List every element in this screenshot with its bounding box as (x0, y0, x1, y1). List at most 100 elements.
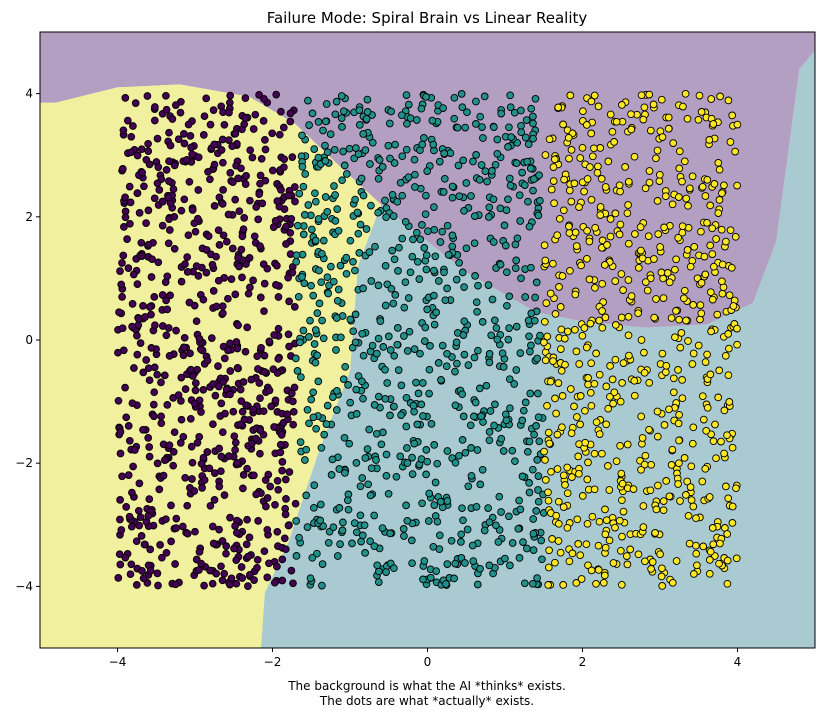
point-class-0 (170, 244, 179, 253)
point-class-2 (574, 540, 583, 548)
point-class-2 (583, 226, 591, 235)
point-class-1 (399, 525, 408, 533)
point-class-2 (619, 359, 628, 367)
point-class-0 (243, 464, 251, 473)
point-class-1 (408, 470, 417, 478)
point-class-2 (680, 286, 689, 295)
point-class-1 (388, 246, 397, 255)
point-class-0 (186, 414, 195, 423)
point-class-0 (203, 448, 212, 456)
point-class-2 (551, 310, 560, 318)
point-class-0 (162, 166, 171, 174)
point-class-0 (183, 501, 192, 510)
point-class-0 (136, 513, 145, 522)
point-class-2 (564, 133, 573, 142)
point-class-1 (441, 296, 450, 305)
point-class-0 (266, 482, 275, 491)
point-class-2 (575, 203, 583, 211)
x-tick-label: 4 (734, 655, 742, 669)
point-class-0 (157, 419, 166, 428)
point-class-0 (122, 413, 131, 422)
point-class-0 (239, 225, 248, 234)
point-class-2 (657, 268, 666, 277)
point-class-1 (504, 335, 513, 344)
point-class-0 (221, 409, 229, 418)
point-class-0 (278, 466, 286, 475)
point-class-0 (130, 364, 138, 372)
point-class-2 (543, 401, 551, 410)
point-class-2 (630, 152, 639, 161)
point-class-2 (689, 502, 698, 511)
point-class-1 (455, 451, 463, 460)
point-class-2 (584, 374, 592, 382)
point-class-1 (473, 307, 481, 316)
point-class-0 (260, 547, 269, 556)
point-class-2 (675, 436, 683, 445)
point-class-2 (550, 199, 558, 208)
point-class-1 (342, 253, 351, 262)
point-class-1 (476, 112, 485, 121)
point-class-1 (321, 193, 330, 201)
point-class-0 (121, 94, 130, 102)
point-class-2 (724, 330, 733, 338)
point-class-2 (637, 412, 646, 421)
point-class-0 (252, 434, 260, 443)
point-class-1 (416, 349, 424, 358)
point-class-1 (303, 523, 312, 531)
point-class-0 (138, 168, 147, 177)
point-class-2 (563, 327, 572, 336)
point-class-1 (530, 430, 538, 439)
point-class-0 (133, 331, 141, 340)
point-class-0 (256, 293, 265, 302)
point-class-2 (616, 220, 625, 229)
point-class-1 (317, 443, 326, 452)
point-class-2 (590, 91, 599, 100)
point-class-0 (277, 431, 286, 439)
point-class-2 (579, 107, 587, 116)
y-tick-label: 2 (25, 210, 33, 224)
point-class-1 (315, 266, 323, 275)
point-class-2 (587, 195, 596, 204)
point-class-1 (430, 291, 438, 300)
point-class-2 (645, 178, 654, 187)
point-class-1 (515, 496, 523, 505)
point-class-1 (490, 316, 499, 325)
point-class-0 (225, 108, 233, 117)
point-class-2 (660, 223, 668, 232)
point-class-0 (214, 382, 223, 391)
point-class-1 (458, 268, 467, 277)
point-class-0 (208, 579, 217, 588)
point-class-0 (288, 153, 297, 161)
point-class-1 (389, 212, 398, 220)
point-class-0 (164, 324, 173, 332)
point-class-1 (423, 167, 432, 175)
point-class-2 (590, 144, 598, 153)
point-class-2 (609, 399, 617, 408)
point-class-0 (145, 376, 154, 385)
point-class-1 (535, 437, 544, 446)
point-class-1 (411, 170, 419, 179)
point-class-2 (565, 557, 574, 566)
point-class-2 (623, 440, 632, 449)
point-class-1 (443, 349, 451, 358)
point-class-1 (511, 240, 520, 249)
point-class-0 (138, 567, 146, 575)
point-class-2 (713, 310, 722, 319)
point-class-1 (474, 281, 482, 290)
point-class-1 (357, 537, 365, 546)
point-class-2 (697, 108, 706, 116)
point-class-2 (656, 550, 664, 559)
point-class-0 (165, 441, 174, 450)
point-class-0 (122, 503, 131, 511)
point-class-1 (506, 181, 515, 190)
point-class-0 (244, 289, 253, 298)
point-class-2 (674, 419, 683, 428)
point-class-0 (272, 90, 281, 99)
point-class-0 (269, 223, 278, 231)
point-class-2 (602, 516, 611, 525)
point-class-1 (370, 401, 379, 409)
point-class-2 (544, 428, 553, 437)
point-class-2 (703, 218, 711, 227)
point-class-2 (623, 209, 632, 218)
point-class-1 (358, 531, 367, 540)
